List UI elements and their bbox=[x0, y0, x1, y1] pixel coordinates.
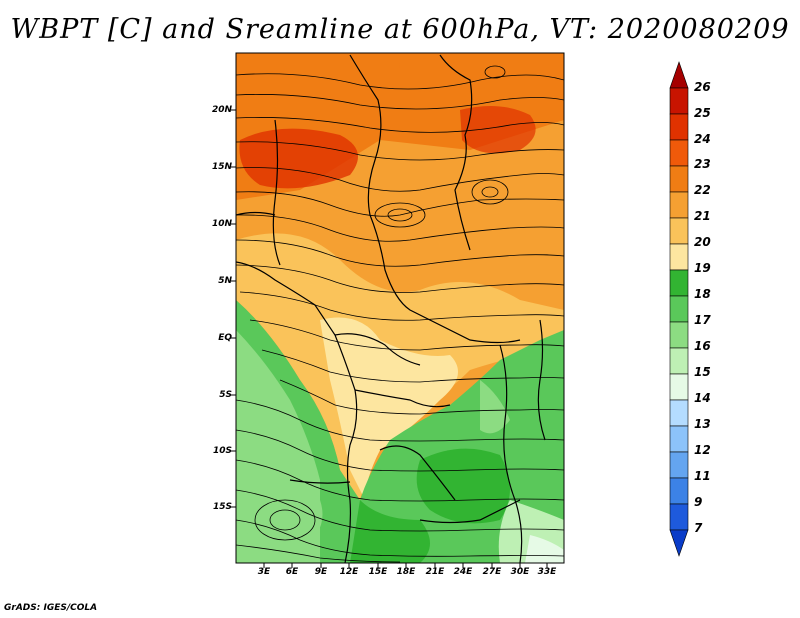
colorbar-label: 17 bbox=[694, 313, 711, 327]
colorbar-swatch bbox=[669, 113, 689, 141]
colorbar-swatch bbox=[669, 529, 689, 557]
latitude-ticks bbox=[231, 109, 236, 508]
lon-label: 21E bbox=[425, 567, 445, 577]
lat-label: 15N bbox=[211, 162, 232, 172]
lon-label: 30E bbox=[510, 567, 530, 577]
colorbar-label: 11 bbox=[694, 469, 711, 483]
colorbar-swatch bbox=[669, 399, 689, 427]
colorbar-label: 26 bbox=[694, 80, 711, 94]
colorbar-label: 14 bbox=[694, 391, 711, 405]
colorbar-swatch bbox=[669, 217, 689, 245]
colorbar-label: 7 bbox=[694, 521, 703, 535]
colorbar-swatch bbox=[669, 373, 689, 401]
colorbar-label: 19 bbox=[694, 261, 711, 275]
colorbar-swatch bbox=[669, 503, 689, 531]
wbpt-shading bbox=[236, 53, 564, 563]
colorbar-label: 25 bbox=[694, 106, 711, 120]
colorbar-swatch bbox=[669, 61, 689, 89]
colorbar bbox=[669, 61, 689, 557]
longitude-ticks bbox=[263, 563, 548, 568]
colorbar-label: 9 bbox=[694, 495, 703, 509]
colorbar-label: 16 bbox=[694, 339, 711, 353]
lon-label: 18E bbox=[396, 567, 416, 577]
colorbar-label: 13 bbox=[694, 417, 711, 431]
colorbar-swatch bbox=[669, 477, 689, 505]
colorbar-label: 12 bbox=[694, 443, 711, 457]
lon-label: 6E bbox=[285, 567, 299, 577]
colorbar-label: 22 bbox=[694, 183, 711, 197]
colorbar-label: 21 bbox=[694, 209, 711, 223]
lon-label: 15E bbox=[368, 567, 388, 577]
country-borders bbox=[236, 54, 546, 563]
colorbar-swatch bbox=[669, 321, 689, 349]
colorbar-swatch bbox=[669, 243, 689, 271]
lat-label: EQ bbox=[218, 333, 232, 343]
lat-label: 15S bbox=[212, 502, 232, 512]
colorbar-swatch bbox=[669, 347, 689, 375]
lat-label: 10S bbox=[212, 446, 232, 456]
colorbar-swatch bbox=[669, 165, 689, 193]
colorbar-label: 24 bbox=[694, 132, 711, 146]
lon-label: 24E bbox=[453, 567, 473, 577]
lon-label: 27E bbox=[482, 567, 502, 577]
lon-label: 9E bbox=[314, 567, 328, 577]
lat-label: 5N bbox=[218, 276, 232, 286]
colorbar-swatch bbox=[669, 269, 689, 297]
colorbar-label: 23 bbox=[694, 157, 711, 171]
colorbar-swatch bbox=[669, 425, 689, 453]
colorbar-swatch bbox=[669, 451, 689, 479]
colorbar-swatch bbox=[669, 139, 689, 167]
lat-label: 20N bbox=[211, 105, 232, 115]
map-frame bbox=[235, 52, 565, 564]
lon-label: 33E bbox=[537, 567, 557, 577]
lat-label: 10N bbox=[211, 219, 232, 229]
page-title: WBPT [C] and Sreamline at 600hPa, VT: 20… bbox=[10, 14, 790, 45]
colorbar-label: 18 bbox=[694, 287, 711, 301]
grads-credit: GrADS: IGES/COLA bbox=[4, 603, 98, 613]
streamlines bbox=[236, 65, 564, 563]
colorbar-swatch bbox=[669, 295, 689, 323]
colorbar-label: 20 bbox=[694, 235, 711, 249]
colorbar-label: 15 bbox=[694, 365, 711, 379]
colorbar-swatch bbox=[669, 87, 689, 115]
colorbar-swatch bbox=[669, 191, 689, 219]
lon-label: 3E bbox=[257, 567, 271, 577]
lon-label: 12E bbox=[339, 567, 359, 577]
lat-label: 5S bbox=[219, 390, 232, 400]
